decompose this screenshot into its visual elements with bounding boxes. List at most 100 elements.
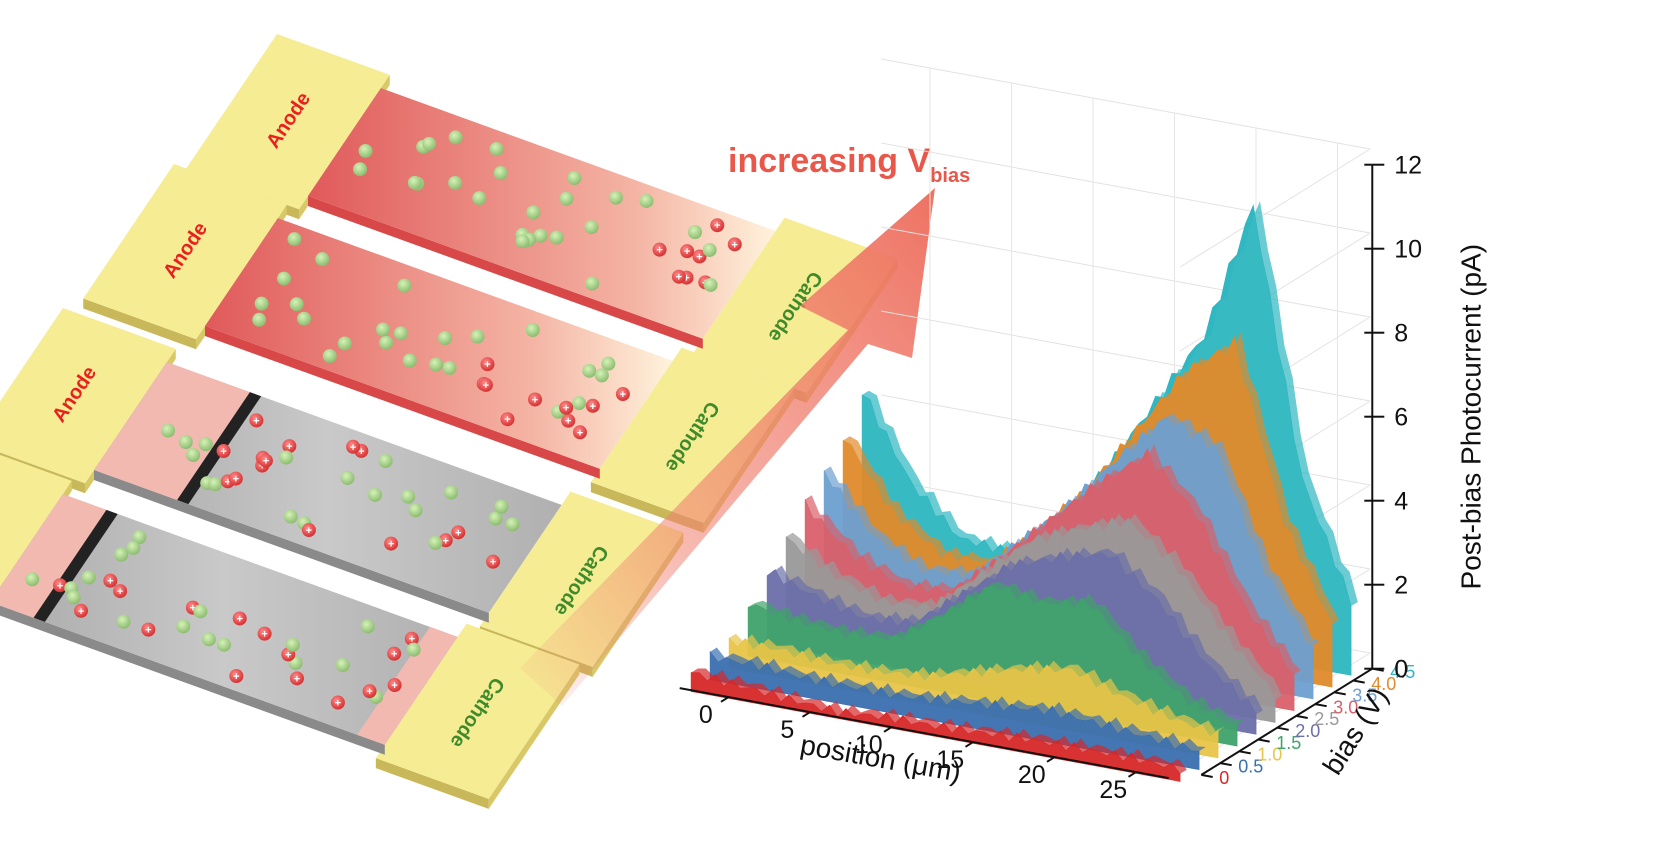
cathode-electrode bbox=[479, 491, 684, 667]
electron-charge bbox=[186, 447, 201, 462]
x-tick-mark bbox=[801, 711, 811, 718]
svg-text:+: + bbox=[350, 442, 356, 454]
electron-charge bbox=[585, 276, 600, 291]
electron-charge bbox=[397, 278, 412, 293]
electron-charge bbox=[353, 162, 368, 177]
electron-charge bbox=[594, 368, 609, 383]
electron-charge bbox=[375, 322, 390, 337]
svg-text:+: + bbox=[684, 246, 690, 258]
x-axis-line bbox=[679, 687, 1169, 780]
electron-charge bbox=[406, 642, 421, 657]
hole-charge bbox=[362, 684, 377, 699]
electron-charge bbox=[379, 335, 394, 350]
hole-charge bbox=[249, 413, 264, 428]
x-tick-mark bbox=[1046, 756, 1056, 763]
electron-charge bbox=[277, 271, 292, 286]
electron-charge bbox=[428, 535, 443, 550]
bias-tick-label: 4.5 bbox=[1390, 662, 1415, 682]
hole-charge bbox=[404, 631, 419, 646]
electron-charge bbox=[216, 637, 231, 652]
electron-charge bbox=[567, 171, 582, 186]
x-tick-label: 25 bbox=[1099, 776, 1127, 804]
electron-charge bbox=[584, 220, 599, 235]
electron-charge bbox=[315, 252, 330, 267]
hole-charge bbox=[282, 439, 297, 454]
svg-text:+: + bbox=[145, 625, 151, 637]
electron-charge bbox=[335, 658, 350, 673]
x-tick-mark bbox=[1127, 771, 1137, 778]
electron-charge bbox=[340, 470, 355, 485]
electron-charge bbox=[422, 136, 437, 151]
electron-charge bbox=[470, 329, 485, 344]
svg-text:+: + bbox=[107, 576, 113, 588]
electron-charge bbox=[322, 349, 337, 364]
svg-text:+: + bbox=[286, 441, 292, 453]
anode-electrode bbox=[0, 454, 72, 588]
hole-charge bbox=[451, 525, 466, 540]
series-ribbon-top bbox=[710, 647, 1206, 752]
electron-charge bbox=[515, 234, 530, 249]
svg-text:+: + bbox=[366, 686, 372, 698]
electron-charge bbox=[525, 323, 540, 338]
bias-tick-mark bbox=[1315, 703, 1327, 708]
electron-charge bbox=[176, 619, 191, 634]
hole-charge bbox=[229, 669, 244, 684]
svg-text:+: + bbox=[117, 586, 123, 598]
svg-text:+: + bbox=[261, 629, 267, 641]
bias-tick-label: 2.5 bbox=[1314, 709, 1339, 729]
svg-text:+: + bbox=[388, 539, 394, 551]
anode-electrode bbox=[0, 308, 176, 484]
svg-text:+: + bbox=[484, 359, 490, 371]
electron-charge bbox=[448, 130, 463, 145]
x-tick-mark bbox=[720, 696, 730, 703]
hole-charge bbox=[141, 622, 156, 637]
hole-charge bbox=[652, 242, 667, 257]
hole-charge bbox=[257, 626, 272, 641]
svg-text:+: + bbox=[490, 557, 496, 569]
svg-text:+: + bbox=[620, 389, 626, 401]
svg-text:+: + bbox=[443, 535, 449, 547]
bias-tick-label: 2.0 bbox=[1295, 721, 1320, 741]
hole-charge bbox=[559, 400, 574, 415]
series-ribbon-top bbox=[691, 668, 1187, 774]
bias-tick-mark bbox=[1258, 738, 1270, 743]
svg-text:+: + bbox=[294, 673, 300, 685]
hole-charge bbox=[561, 413, 576, 428]
arrow-shape bbox=[520, 188, 935, 706]
hole-charge bbox=[258, 453, 273, 468]
electron-charge bbox=[81, 570, 96, 585]
z-tick-label: 2 bbox=[1394, 572, 1408, 600]
electron-charge bbox=[442, 360, 457, 375]
gridline bbox=[881, 310, 1371, 402]
bias-axis-line bbox=[1200, 667, 1373, 776]
electron-charge bbox=[393, 326, 408, 341]
depletion-region bbox=[0, 494, 111, 620]
electron-charge bbox=[702, 242, 717, 257]
hole-charge bbox=[384, 536, 399, 551]
hole-charge bbox=[680, 244, 695, 259]
svg-text:+: + bbox=[358, 446, 364, 458]
electron-charge bbox=[378, 453, 393, 468]
bias-tick-mark bbox=[1277, 726, 1289, 731]
electron-charge bbox=[285, 637, 300, 652]
electron-charge bbox=[25, 572, 40, 587]
svg-text:+: + bbox=[233, 474, 239, 486]
hole-charge bbox=[301, 523, 316, 538]
electron-charge bbox=[505, 517, 520, 532]
electron-charge bbox=[283, 509, 298, 524]
z-tick-label: 8 bbox=[1394, 320, 1408, 348]
electron-charge bbox=[494, 499, 509, 514]
electron-charge bbox=[208, 477, 223, 492]
hole-charge bbox=[228, 471, 243, 486]
device-4: ++++++++++++++++ Cathode bbox=[0, 454, 580, 809]
x-tick-label: 5 bbox=[780, 716, 794, 744]
svg-text:+: + bbox=[78, 606, 84, 618]
electron-charge bbox=[472, 191, 487, 206]
svg-text:+: + bbox=[656, 245, 662, 257]
electron-charge bbox=[126, 540, 141, 555]
anode-electrode bbox=[186, 34, 390, 210]
hole-charge bbox=[692, 249, 707, 264]
